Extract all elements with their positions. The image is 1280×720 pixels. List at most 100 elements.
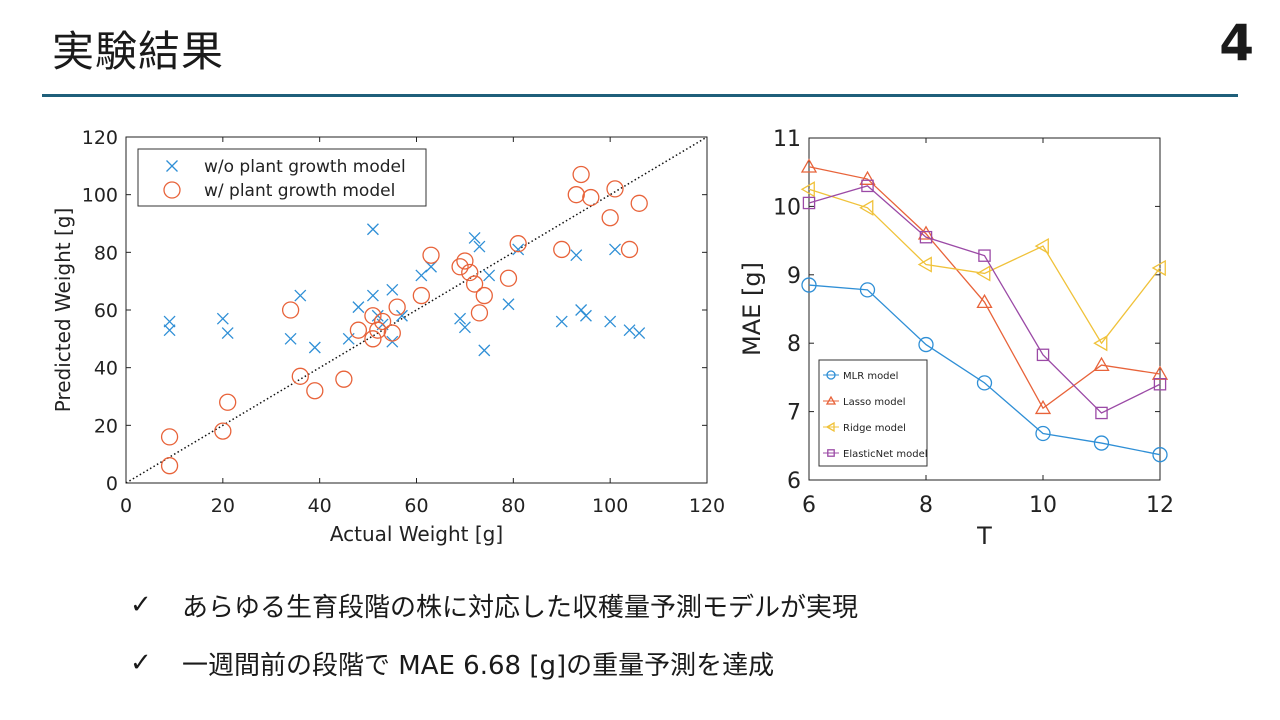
data-point [412, 286, 430, 305]
data-point [976, 293, 993, 309]
legend-box [137, 148, 427, 207]
x-tick-label: 20 [211, 495, 235, 517]
data-point [160, 428, 179, 446]
data-point [582, 188, 600, 207]
data-point [291, 367, 309, 385]
mae-line-chart: 6 8 10 12 6 7 8 9 10 11 T MAE [g] MLR model Lasso mod… [738, 127, 1174, 550]
data-point [214, 422, 232, 440]
data-point [917, 225, 935, 240]
legend-marker [827, 449, 835, 457]
slide-number: 4 [1219, 14, 1254, 72]
data-point [221, 327, 234, 340]
data-point [388, 298, 406, 316]
data-point [801, 277, 817, 293]
data-point [456, 252, 474, 270]
legend-marker [166, 160, 178, 172]
y-tick-label: 9 [787, 264, 801, 289]
data-point [917, 256, 932, 273]
check-icon: ✓ [130, 648, 152, 678]
legend-marker [825, 395, 837, 405]
data-point [512, 243, 525, 256]
legend: w/o plant growth model w/ plant growth mo… [137, 148, 427, 207]
data-point [555, 315, 568, 328]
data-point [1093, 435, 1110, 451]
slide-title: 実験結果 [52, 27, 225, 76]
legend-label: w/o plant growth model [204, 157, 406, 177]
data-point [383, 324, 401, 342]
data-point [919, 230, 933, 244]
data-point [366, 289, 379, 302]
data-point [163, 315, 176, 328]
data-point [633, 327, 646, 340]
data-point [567, 186, 585, 204]
data-point [478, 344, 491, 357]
data-point [1152, 447, 1168, 463]
data-point [802, 196, 816, 210]
data-point [294, 289, 307, 302]
data-point [623, 324, 636, 337]
x-axis-label: T [976, 522, 992, 550]
data-point [369, 321, 387, 339]
x-tick-label: 8 [919, 493, 933, 518]
data-point [579, 309, 592, 322]
data-point [468, 231, 481, 244]
data-point [918, 336, 934, 353]
data-point [976, 265, 991, 282]
data-point [604, 315, 617, 328]
data-point [475, 286, 493, 305]
data-point [859, 199, 874, 216]
x-axis-label: Actual Weight [g] [330, 522, 503, 546]
legend-label: Lasso model [843, 397, 906, 408]
title-divider [42, 94, 1238, 97]
legend-label: ElasticNet model [843, 449, 928, 460]
y-tick-label: 6 [787, 469, 801, 494]
data-point [1095, 406, 1108, 420]
legend-label: MLR model [843, 371, 898, 382]
x-tick-label: 100 [592, 495, 628, 517]
data-point [1153, 377, 1167, 391]
data-point [1034, 399, 1052, 415]
legend-marker [163, 181, 181, 199]
data-point [1151, 259, 1166, 277]
y-tick-label: 60 [94, 300, 118, 322]
x-tick-label: 40 [308, 495, 332, 517]
x-tick-label: 0 [120, 495, 132, 517]
reference-line [125, 136, 708, 484]
data-point [216, 312, 229, 325]
data-point [281, 301, 300, 319]
legend-label: Ridge model [843, 423, 906, 434]
series-line [808, 185, 1161, 414]
y-tick-label: 11 [773, 127, 801, 152]
data-point [1093, 356, 1110, 371]
data-point [160, 457, 179, 475]
y-tick-label: 120 [82, 127, 118, 149]
data-point [609, 243, 621, 256]
data-point [800, 181, 815, 198]
bullet-item: ✓ 一週間前の段階で MAE 6.68 [g]の重量予測を達成 [130, 640, 858, 686]
data-point [572, 165, 590, 184]
y-tick-label: 0 [106, 473, 118, 495]
y-tick-label: 10 [773, 195, 801, 220]
data-point [364, 330, 382, 348]
data-point [284, 332, 297, 345]
data-point [396, 309, 408, 322]
data-point [306, 382, 324, 400]
data-point [473, 240, 486, 253]
series-line [808, 166, 1161, 410]
data-point [499, 269, 518, 287]
data-point [386, 335, 399, 348]
bullet-item: ✓ あらゆる生育段階の株に対応した収穫量予測モデルが実現 [130, 582, 858, 628]
y-axis-label: Predicted Weight [g] [51, 208, 75, 413]
y-axis-label: MAE [g] [738, 262, 766, 356]
data-point [1036, 348, 1050, 362]
data-point [425, 260, 437, 273]
scatter-chart: 0 20 40 60 80 100 120 0 20 40 60 80 100 120 Actual Wei… [51, 127, 725, 546]
data-point [859, 282, 876, 298]
check-icon: ✓ [130, 590, 152, 620]
y-tick-label: 100 [82, 185, 118, 207]
data-point [859, 170, 876, 185]
data-point [373, 312, 392, 331]
data-point [335, 370, 353, 388]
data-point [308, 341, 321, 354]
y-tick-label: 40 [94, 358, 118, 380]
